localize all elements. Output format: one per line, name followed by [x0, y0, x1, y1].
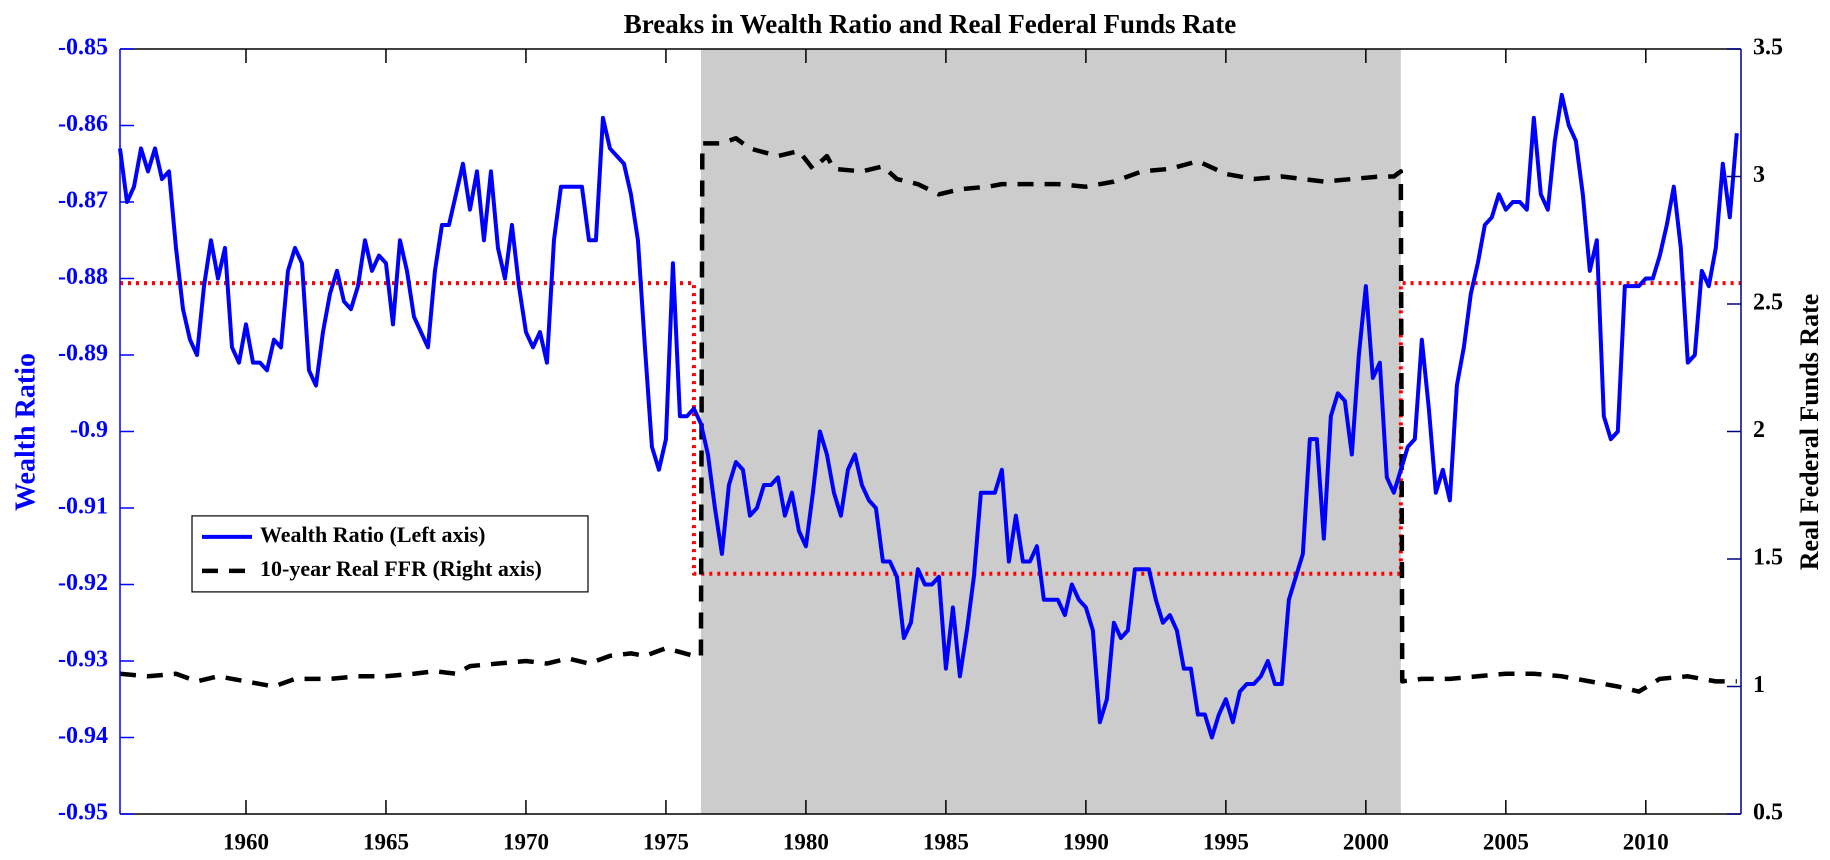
y-axis-label: Wealth Ratio: [10, 353, 41, 511]
series-line: [119, 136, 1737, 694]
x-tick-label: 2010: [1623, 829, 1669, 854]
y-tick-label: -0.89: [58, 341, 108, 367]
legend-box: [191, 515, 589, 593]
legend-label: Wealth Ratio (Left axis): [260, 522, 485, 547]
y2-tick-label: 3.5: [1753, 35, 1783, 61]
x-tick-label: 1975: [643, 829, 689, 854]
series-line: [120, 281, 1741, 576]
x-tick-label: 1980: [783, 829, 829, 854]
x-tick-label: 2005: [1483, 829, 1529, 854]
y-tick-label: -0.9: [70, 417, 108, 443]
x-tick-label: 1985: [923, 829, 969, 854]
x-tick-label: 1970: [503, 829, 549, 854]
x-tick-label: 1995: [1203, 829, 1249, 854]
x-tick-label: 1960: [223, 829, 269, 854]
y2-tick-label: 0.5: [1753, 800, 1783, 826]
chart-title: Breaks in Wealth Ratio and Real Federal …: [624, 9, 1237, 39]
y2-tick-label: 3: [1753, 162, 1765, 188]
legend: Wealth Ratio (Left axis) 10-year Real FFR…: [191, 515, 589, 593]
y-tick-label: -0.95: [58, 800, 108, 826]
legend-label: 10-year Real FFR (Right axis): [260, 556, 542, 581]
y2-tick-label: 2.5: [1753, 290, 1783, 316]
y-tick-label: -0.92: [58, 570, 108, 596]
y2-tick-label: 1.5: [1753, 545, 1783, 571]
x-tick-label: 1990: [1063, 829, 1109, 854]
x-tick-label: 2000: [1343, 829, 1389, 854]
y-tick-label: -0.87: [58, 188, 108, 214]
y-tick-label: -0.85: [58, 35, 108, 61]
y-tick-label: -0.94: [58, 723, 108, 749]
series-line: [118, 92, 1739, 740]
x-tick-label: 1965: [363, 829, 409, 854]
y2-tick-label: 2: [1753, 417, 1765, 443]
y2-tick-label: 1: [1753, 672, 1765, 698]
y-tick-label: -0.93: [58, 647, 108, 673]
y2-axis-label: Real Federal Funds Rate: [1795, 294, 1824, 571]
y-tick-label: -0.86: [58, 111, 108, 137]
shaded-region: [700, 49, 1401, 814]
y-tick-label: -0.91: [58, 494, 108, 520]
y-tick-label: -0.88: [58, 264, 108, 290]
